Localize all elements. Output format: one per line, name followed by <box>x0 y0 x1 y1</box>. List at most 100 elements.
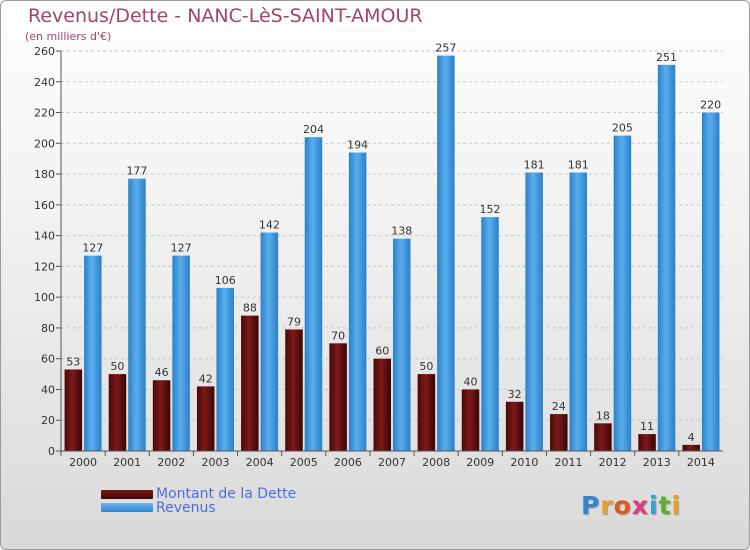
bar-revenus-2002 <box>172 255 190 451</box>
bar-dette-2004 <box>241 315 259 451</box>
logo-letter: r <box>600 491 614 520</box>
bar-dette-2012 <box>594 423 612 451</box>
data-label-revenus-2011: 181 <box>568 159 589 172</box>
bar-dette-2006 <box>329 343 347 451</box>
data-label-revenus-2000: 127 <box>82 242 103 255</box>
bar-revenus-2013 <box>657 64 676 451</box>
data-label-revenus-2008: 257 <box>435 42 456 55</box>
x-tick-label-2007: 2007 <box>378 456 406 469</box>
chart-title: Revenus/Dette - NANC-LèS-SAINT-AMOUR <box>28 5 423 27</box>
data-label-dette-2007: 60 <box>375 345 389 358</box>
data-label-revenus-2006: 194 <box>347 139 368 152</box>
data-label-dette-2006: 70 <box>331 329 345 342</box>
y-tick-label-160: 160 <box>34 199 55 212</box>
data-label-dette-2009: 40 <box>464 375 478 388</box>
logo-letter: o <box>613 491 632 520</box>
logo-letter: t <box>658 491 672 520</box>
bar-revenus-2000 <box>84 255 102 451</box>
x-tick-label-2004: 2004 <box>246 456 274 469</box>
data-label-dette-2012: 18 <box>596 409 610 422</box>
legend-label-dette: Montant de la Dette <box>156 486 297 502</box>
logo-letter: i <box>671 491 682 520</box>
data-label-revenus-2014: 220 <box>700 99 721 112</box>
data-label-dette-2004: 88 <box>243 302 257 315</box>
bar-dette-2013 <box>638 434 656 451</box>
bar-revenus-2006 <box>348 152 367 452</box>
x-tick-label-2013: 2013 <box>643 456 671 469</box>
data-label-dette-2000: 53 <box>66 355 80 368</box>
bar-revenus-2012 <box>613 135 632 451</box>
x-tick-label-2011: 2011 <box>555 456 583 469</box>
data-label-revenus-2009: 152 <box>480 203 501 216</box>
y-tick-label-120: 120 <box>34 260 55 273</box>
grid-layer <box>61 50 723 452</box>
data-label-dette-2010: 32 <box>508 388 522 401</box>
data-label-dette-2005: 79 <box>287 315 301 328</box>
bar-dette-2010 <box>505 401 524 451</box>
y-tick-label-220: 220 <box>34 107 55 120</box>
y-tick-label-240: 240 <box>34 76 55 89</box>
y-tick-label-140: 140 <box>34 230 55 243</box>
data-label-revenus-2003: 106 <box>215 274 236 287</box>
bar-revenus-2008 <box>437 55 455 451</box>
bar-dette-2002 <box>152 380 171 451</box>
bar-dette-2009 <box>461 389 480 451</box>
logo-letter: P <box>581 491 601 520</box>
y-tick-label-180: 180 <box>34 168 55 181</box>
data-label-dette-2003: 42 <box>199 372 213 385</box>
bar-revenus-2003 <box>216 287 234 451</box>
bar-revenus-2009 <box>481 217 499 451</box>
bars-layer <box>64 55 720 452</box>
x-tick-label-2012: 2012 <box>599 456 627 469</box>
x-tick-label-2002: 2002 <box>157 456 185 469</box>
data-label-revenus-2001: 177 <box>126 165 147 178</box>
y-tick-label-40: 40 <box>41 383 55 396</box>
bar-revenus-2004 <box>260 232 279 451</box>
x-tick-label-2003: 2003 <box>201 456 229 469</box>
bar-dette-2008 <box>417 374 436 451</box>
bar-dette-2011 <box>550 414 568 451</box>
x-tick-label-2014: 2014 <box>687 456 715 469</box>
x-tick-label-2006: 2006 <box>334 456 362 469</box>
data-label-dette-2001: 50 <box>110 360 124 373</box>
x-tick-label-2010: 2010 <box>510 456 538 469</box>
x-tick-label-2009: 2009 <box>466 456 494 469</box>
logo-letter: x <box>631 491 649 520</box>
legend-swatch-revenus <box>101 503 153 512</box>
bar-dette-2014 <box>682 444 700 451</box>
unit-label: (en milliers d'€) <box>25 30 112 43</box>
x-tick-label-2008: 2008 <box>422 456 450 469</box>
logo-letter: i <box>649 491 659 520</box>
data-label-dette-2002: 46 <box>155 366 169 379</box>
data-label-revenus-2005: 204 <box>303 123 324 136</box>
bar-revenus-2005 <box>304 137 323 451</box>
bar-dette-2001 <box>108 374 127 451</box>
bar-revenus-2007 <box>393 238 411 451</box>
data-label-dette-2011: 24 <box>552 400 566 413</box>
bar-dette-2005 <box>285 329 303 451</box>
axis-layer: 0 20 40 60 80 100 120 140 160 180 200 220 240 260 2000… <box>34 45 723 469</box>
bar-revenus-2014 <box>701 112 720 452</box>
bar-revenus-2001 <box>128 178 146 451</box>
x-tick-label-2000: 2000 <box>69 456 97 469</box>
y-tick-label-100: 100 <box>34 291 55 304</box>
data-label-revenus-2007: 138 <box>391 225 412 238</box>
y-tick-label-0: 0 <box>48 445 55 458</box>
labels-layer: 53 127 50 177 46 127 42 106 88 142 79 204 70 194 60 138… <box>66 42 721 444</box>
proxiti-logo: Proxiti <box>581 491 681 520</box>
bar-revenus-2010 <box>525 172 543 452</box>
bar-dette-2000 <box>64 369 83 451</box>
legend-swatch-dette <box>101 490 153 499</box>
data-label-revenus-2013: 251 <box>656 51 677 64</box>
y-tick-label-20: 20 <box>41 414 55 427</box>
y-tick-label-260: 260 <box>34 45 55 58</box>
bar-dette-2007 <box>373 358 391 451</box>
y-tick-label-80: 80 <box>41 322 55 335</box>
y-tick-label-60: 60 <box>41 353 55 366</box>
y-tick-label-200: 200 <box>34 137 55 150</box>
bar-dette-2003 <box>196 386 215 451</box>
x-tick-label-2001: 2001 <box>113 456 141 469</box>
data-label-dette-2014: 4 <box>688 431 695 444</box>
